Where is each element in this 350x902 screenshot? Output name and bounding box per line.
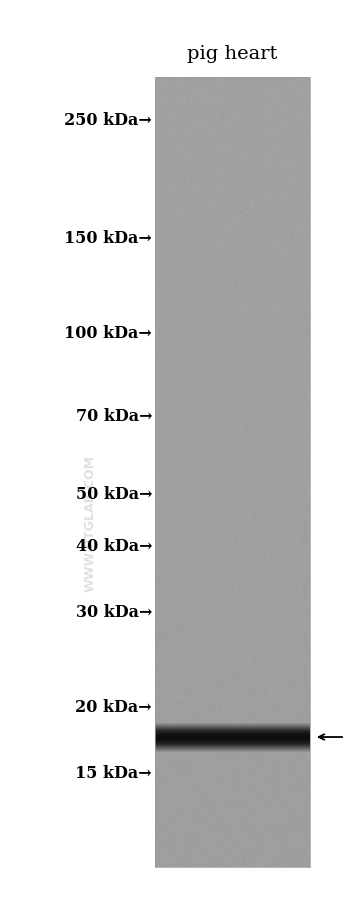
Text: 30 kDa→: 30 kDa→ [76, 603, 152, 621]
Text: 40 kDa→: 40 kDa→ [76, 537, 152, 554]
Text: 70 kDa→: 70 kDa→ [76, 407, 152, 424]
Text: 100 kDa→: 100 kDa→ [64, 325, 152, 341]
Text: WWW.PTGLAB.COM: WWW.PTGLAB.COM [84, 455, 97, 592]
Text: 15 kDa→: 15 kDa→ [75, 765, 152, 781]
Bar [155, 78, 310, 867]
Text: 50 kDa→: 50 kDa→ [76, 485, 152, 502]
Text: pig heart: pig heart [187, 45, 278, 63]
Text: 250 kDa→: 250 kDa→ [64, 112, 152, 129]
Text: 20 kDa→: 20 kDa→ [75, 698, 152, 714]
Text: 150 kDa→: 150 kDa→ [64, 230, 152, 247]
